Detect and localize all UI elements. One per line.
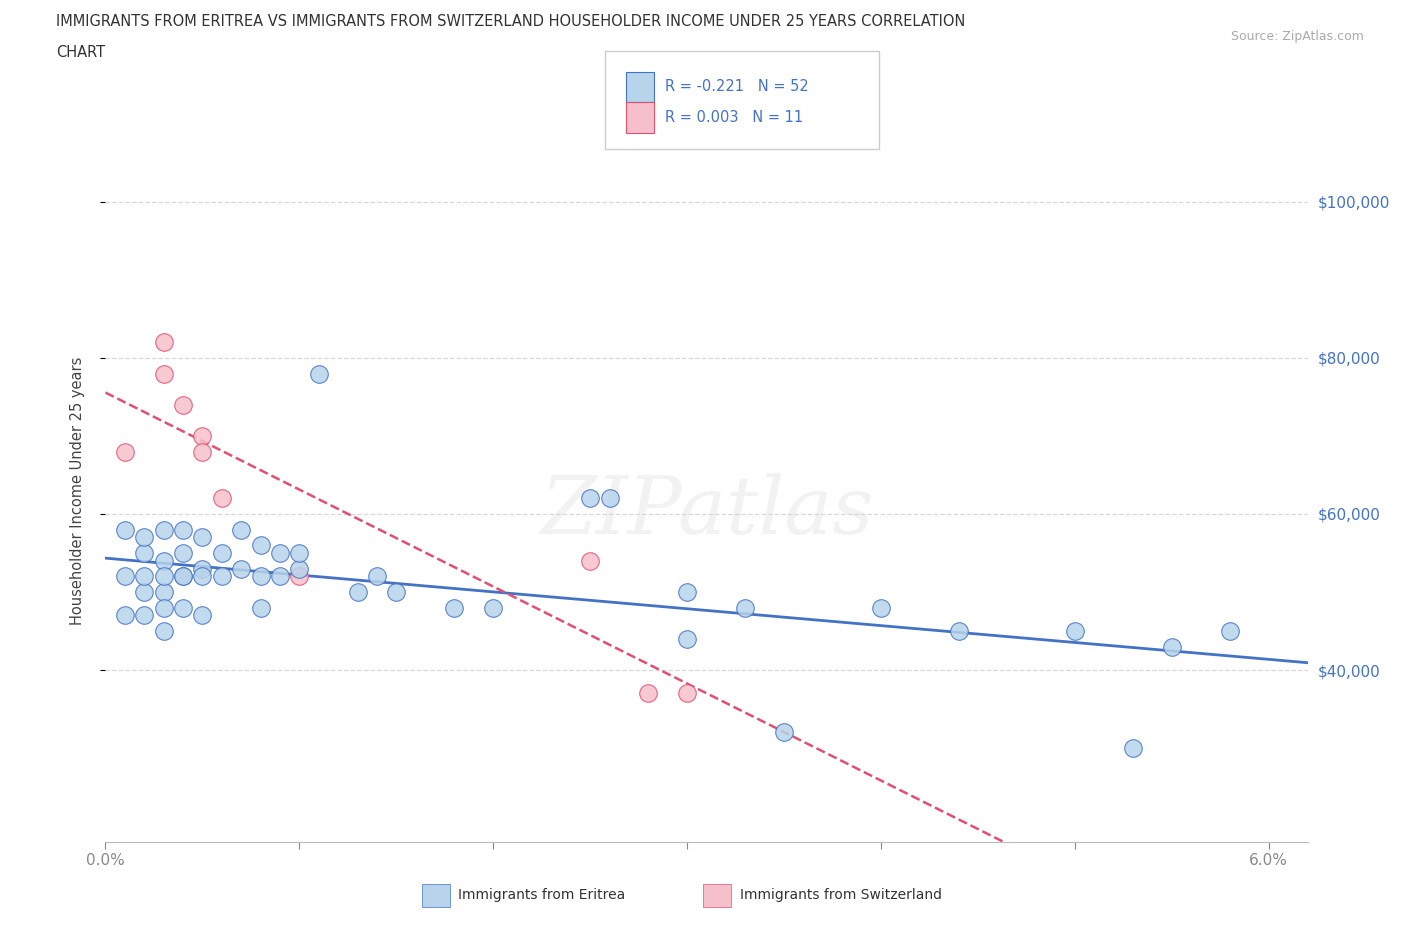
Point bbox=[134, 608, 156, 623]
Point bbox=[191, 561, 214, 576]
Point bbox=[288, 561, 311, 576]
Point bbox=[152, 600, 174, 615]
Point bbox=[1160, 639, 1182, 654]
Point bbox=[191, 530, 214, 545]
Point bbox=[385, 585, 408, 600]
Point bbox=[948, 624, 970, 639]
Point bbox=[308, 366, 330, 381]
Point bbox=[676, 631, 699, 646]
Point bbox=[134, 530, 156, 545]
Point bbox=[579, 491, 602, 506]
Point bbox=[152, 585, 174, 600]
Point bbox=[249, 569, 271, 584]
Point bbox=[1122, 740, 1144, 755]
Point bbox=[152, 522, 174, 537]
Text: R = 0.003   N = 11: R = 0.003 N = 11 bbox=[665, 110, 803, 125]
Point bbox=[172, 397, 194, 412]
Point bbox=[676, 585, 699, 600]
Point bbox=[211, 546, 233, 561]
Point bbox=[134, 569, 156, 584]
Point bbox=[114, 445, 136, 459]
Point bbox=[288, 546, 311, 561]
Point bbox=[773, 725, 796, 740]
Point bbox=[152, 569, 174, 584]
Point bbox=[114, 569, 136, 584]
Point bbox=[870, 600, 893, 615]
Text: CHART: CHART bbox=[56, 45, 105, 60]
Point bbox=[579, 553, 602, 568]
Text: Source: ZipAtlas.com: Source: ZipAtlas.com bbox=[1230, 30, 1364, 43]
Text: ZIPatlas: ZIPatlas bbox=[540, 472, 873, 551]
Point bbox=[114, 522, 136, 537]
Point bbox=[172, 522, 194, 537]
Point bbox=[249, 538, 271, 552]
Point bbox=[211, 569, 233, 584]
Point bbox=[134, 585, 156, 600]
Point bbox=[191, 569, 214, 584]
Point bbox=[231, 522, 253, 537]
Point bbox=[152, 335, 174, 350]
Point bbox=[211, 491, 233, 506]
Point bbox=[172, 600, 194, 615]
Point bbox=[114, 608, 136, 623]
Point bbox=[172, 569, 194, 584]
Point bbox=[152, 553, 174, 568]
Point bbox=[191, 608, 214, 623]
Point bbox=[231, 561, 253, 576]
Point bbox=[172, 546, 194, 561]
Point bbox=[599, 491, 621, 506]
Point bbox=[152, 624, 174, 639]
Point bbox=[443, 600, 465, 615]
Point bbox=[134, 546, 156, 561]
Y-axis label: Householder Income Under 25 years: Householder Income Under 25 years bbox=[70, 356, 84, 625]
Text: IMMIGRANTS FROM ERITREA VS IMMIGRANTS FROM SWITZERLAND HOUSEHOLDER INCOME UNDER : IMMIGRANTS FROM ERITREA VS IMMIGRANTS FR… bbox=[56, 14, 966, 29]
Point bbox=[482, 600, 505, 615]
Point bbox=[637, 686, 659, 701]
Point bbox=[152, 366, 174, 381]
Point bbox=[1064, 624, 1087, 639]
Point bbox=[269, 546, 291, 561]
Point bbox=[288, 569, 311, 584]
Point bbox=[676, 686, 699, 701]
Point bbox=[269, 569, 291, 584]
Point bbox=[1219, 624, 1241, 639]
Point bbox=[191, 429, 214, 444]
Point bbox=[346, 585, 368, 600]
Text: R = -0.221   N = 52: R = -0.221 N = 52 bbox=[665, 79, 808, 94]
Point bbox=[734, 600, 756, 615]
Point bbox=[172, 569, 194, 584]
Text: Immigrants from Switzerland: Immigrants from Switzerland bbox=[740, 887, 942, 902]
Point bbox=[191, 445, 214, 459]
Point bbox=[249, 600, 271, 615]
Point bbox=[366, 569, 388, 584]
Text: Immigrants from Eritrea: Immigrants from Eritrea bbox=[458, 887, 626, 902]
